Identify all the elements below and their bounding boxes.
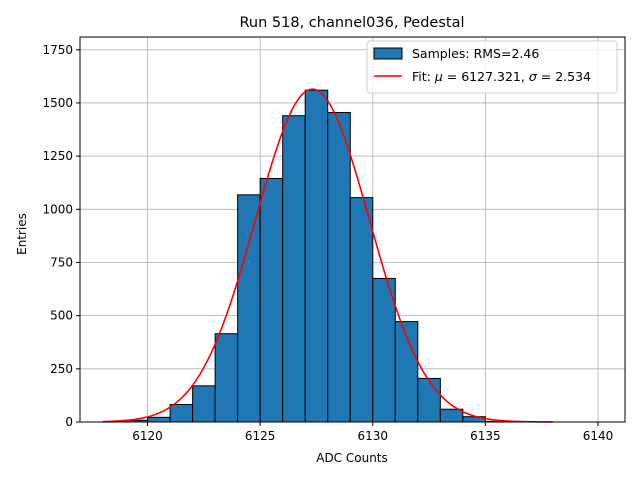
histogram-bar [439, 408, 464, 423]
y-tick-label: 1750 [42, 43, 73, 57]
legend-swatch-samples [373, 47, 403, 60]
histogram-bar [372, 277, 396, 423]
histogram-bar [147, 416, 171, 423]
histogram-bar [214, 333, 239, 423]
legend-fit-mu-symbol: μ [434, 69, 443, 84]
legend-fit-prefix: Fit: [412, 69, 435, 84]
legend: Samples: RMS=2.46 Fit: μ = 6127.321, σ =… [366, 40, 618, 94]
histogram-bar [327, 112, 351, 423]
histogram-bar [169, 404, 194, 423]
chart-title: Run 518, channel036, Pedestal [239, 15, 464, 31]
legend-box [366, 40, 618, 94]
histogram-bar [237, 194, 261, 423]
x-axis-label: ADC Counts [316, 451, 388, 465]
x-tick-label: 6135 [470, 429, 501, 443]
x-tick-label: 6130 [357, 429, 388, 443]
y-tick-label: 1500 [42, 96, 73, 110]
histogram-bar [304, 89, 329, 423]
plot-frame [79, 36, 626, 423]
legend-fit-sigma-value: 2.534 [555, 69, 591, 84]
x-tick-label: 6125 [245, 429, 276, 443]
legend-label-samples: Samples: RMS=2.46 [412, 46, 539, 61]
legend-fit-mu-value: 6127.321 [461, 69, 521, 84]
y-tick-label: 250 [50, 362, 73, 376]
histogram-bar [192, 385, 216, 423]
y-axis-ticks: 0 250 500 750 1000 1250 1500 1750 [42, 43, 80, 429]
legend-fit-sigma-symbol: σ [529, 69, 538, 84]
y-tick-label: 500 [50, 309, 73, 323]
fit-curve-layer [102, 88, 553, 423]
y-axis-label: Entries [15, 213, 29, 255]
histogram-bar [259, 177, 284, 423]
y-tick-label: 0 [65, 415, 73, 429]
y-tick-label: 750 [50, 255, 73, 269]
legend-label-fit: Fit: μ = 6127.321, σ = 2.534 [412, 69, 591, 84]
x-axis-ticks: 6120 6125 6130 6135 6140 [132, 422, 613, 443]
x-tick-label: 6140 [583, 429, 614, 443]
y-tick-label: 1000 [42, 202, 73, 216]
histogram-bar [417, 377, 441, 423]
y-tick-label: 1250 [42, 149, 73, 163]
fit-curve [102, 88, 553, 423]
x-tick-label: 6120 [132, 429, 163, 443]
histogram-bar [282, 115, 306, 423]
histogram-bars [124, 89, 509, 423]
histogram-bar [349, 197, 374, 423]
